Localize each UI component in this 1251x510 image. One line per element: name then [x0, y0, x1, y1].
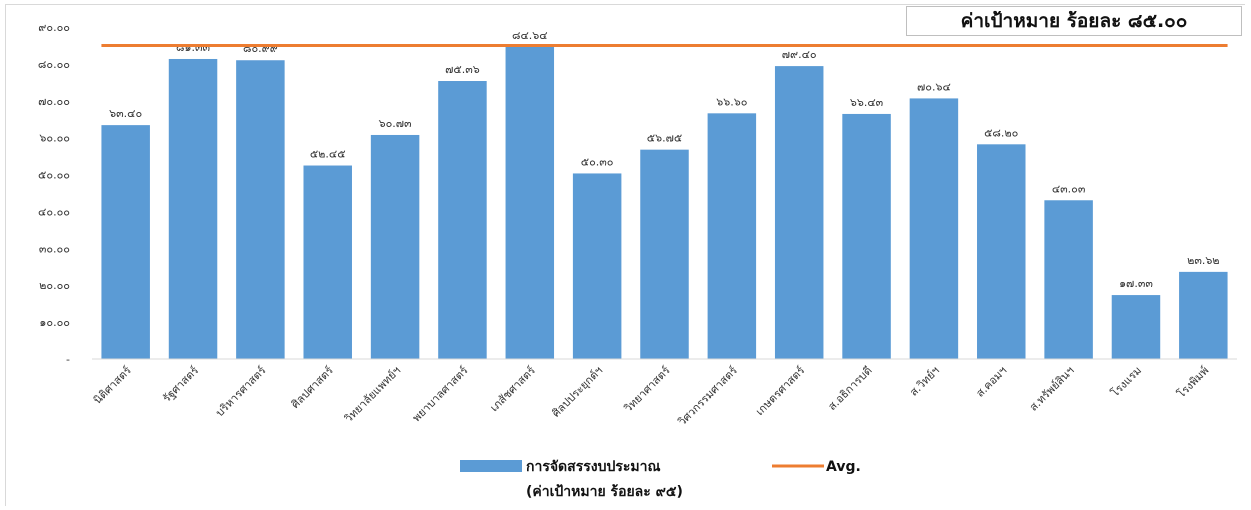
- legend-text-bar-line2: (ค่าเป้าหมาย ร้อยละ ๙๕): [526, 484, 683, 500]
- y-tick-label: ๓๐.๐๐: [39, 242, 70, 255]
- bar: [842, 113, 891, 359]
- data-label: ๖๖.๖๐: [716, 95, 747, 108]
- data-label: ๗๕.๓๖: [445, 63, 480, 76]
- x-tick-label: บริหารศาสตร์: [213, 364, 268, 419]
- bar: [303, 165, 352, 359]
- x-tick-label: โรงแรม: [1108, 363, 1144, 399]
- y-tick-label: ๔๐.๐๐: [38, 205, 70, 218]
- x-tick-label: นิติศาสตร์: [91, 364, 134, 407]
- bar: [101, 125, 150, 359]
- bars: [101, 46, 1228, 360]
- legend: การจัดสรรงบประมาณ (ค่าเป้าหมาย ร้อยละ ๙๕…: [460, 459, 861, 500]
- bar: [707, 113, 757, 359]
- x-tick-label: ส.วิทย์ฯ: [907, 364, 942, 399]
- bar: [977, 144, 1026, 359]
- data-label: ๗๐.๖๔: [917, 80, 951, 93]
- bar: [640, 149, 689, 359]
- bar: [370, 134, 420, 359]
- y-tick-label: ๗๐.๐๐: [38, 95, 70, 108]
- y-tick-label: ๕๐.๐๐: [38, 169, 70, 182]
- data-label: ๖๓.๔๐: [109, 107, 142, 120]
- y-tick-label: ๑๐.๐๐: [39, 316, 70, 329]
- data-label: ๒๓.๖๒: [1187, 254, 1220, 267]
- y-tick-label: ๘๐.๐๐: [38, 58, 70, 71]
- data-label: ๖๐.๗๓: [379, 117, 412, 130]
- data-label: ๕๘.๒๐: [984, 126, 1018, 139]
- x-tick-label: รัฐศาสตร์: [160, 364, 201, 405]
- data-label: ๘๔.๖๔: [512, 29, 548, 42]
- data-label: ๑๗.๓๓: [1119, 277, 1153, 290]
- x-tick-label: ศิลปศาสตร์: [289, 364, 336, 411]
- data-label: ๖๖.๔๓: [850, 96, 883, 109]
- bar: [909, 98, 959, 360]
- data-label: ๗๙.๔๐: [782, 48, 817, 61]
- y-tick-label: -: [66, 353, 70, 366]
- y-tick-label: ๙๐.๐๐: [38, 21, 70, 34]
- legend-text-bar: การจัดสรรงบประมาณ: [526, 459, 660, 475]
- target-label: ค่าเป้าหมาย ร้อยละ ๘๕.๐๐: [906, 6, 1242, 36]
- x-tick-label: เกษตรศาสตร์: [753, 364, 807, 418]
- bar: [1179, 271, 1228, 359]
- x-tick-label: ส.อธิการบดี: [826, 364, 875, 413]
- data-label: ๔๓.๐๓: [1052, 182, 1086, 195]
- chart-frame: [5, 4, 1245, 506]
- x-axis: นิติศาสตร์ รัฐศาสตร์ บริหารศาสตร์ ศิลปศาสตร…: [91, 358, 1237, 429]
- x-tick-label: วิทยาศาสตร์: [621, 364, 673, 416]
- x-tick-label: วิศวกรรมศาสตร์: [675, 364, 740, 429]
- x-tick-label: วิทยาลัยแพทย์ฯ: [341, 364, 403, 426]
- data-label: ๕๒.๔๕: [310, 148, 346, 161]
- bar: [236, 60, 285, 360]
- x-tick-label: เภสัชศาสตร์: [488, 364, 538, 414]
- bar: [168, 58, 218, 359]
- data-label: ๘๑.๓๓: [176, 41, 210, 54]
- x-tick-label: โรงพิมพ์: [1174, 363, 1211, 400]
- x-tick-label: ศิลปประยุกต์ฯ: [549, 364, 605, 420]
- x-tick-label: ส.คอมฯ: [974, 364, 1010, 400]
- legend-swatch-bar: [460, 460, 522, 472]
- bar: [1044, 200, 1093, 359]
- y-tick-label: ๖๐.๐๐: [39, 132, 70, 145]
- bar: [572, 173, 622, 359]
- bar: [505, 46, 555, 359]
- bar: [438, 81, 487, 359]
- bar: [774, 66, 824, 359]
- bar: [1111, 295, 1161, 359]
- x-tick-label: พยาบาลศาสตร์: [410, 364, 471, 425]
- data-label: ๕๐.๓๐: [581, 155, 614, 168]
- data-label: ๕๖.๗๕: [647, 132, 682, 145]
- y-axis: - ๑๐.๐๐ ๒๐.๐๐ ๓๐.๐๐ ๔๐.๐๐ ๕๐.๐๐ ๖๐.๐๐ ๗๐.๐๐ ๘๐.๐…: [38, 21, 70, 366]
- legend-text-avg: Avg.: [826, 459, 861, 475]
- y-tick-label: ๒๐.๐๐: [39, 279, 70, 292]
- x-tick-label: ส.ทรัพย์สินฯ: [1027, 364, 1077, 414]
